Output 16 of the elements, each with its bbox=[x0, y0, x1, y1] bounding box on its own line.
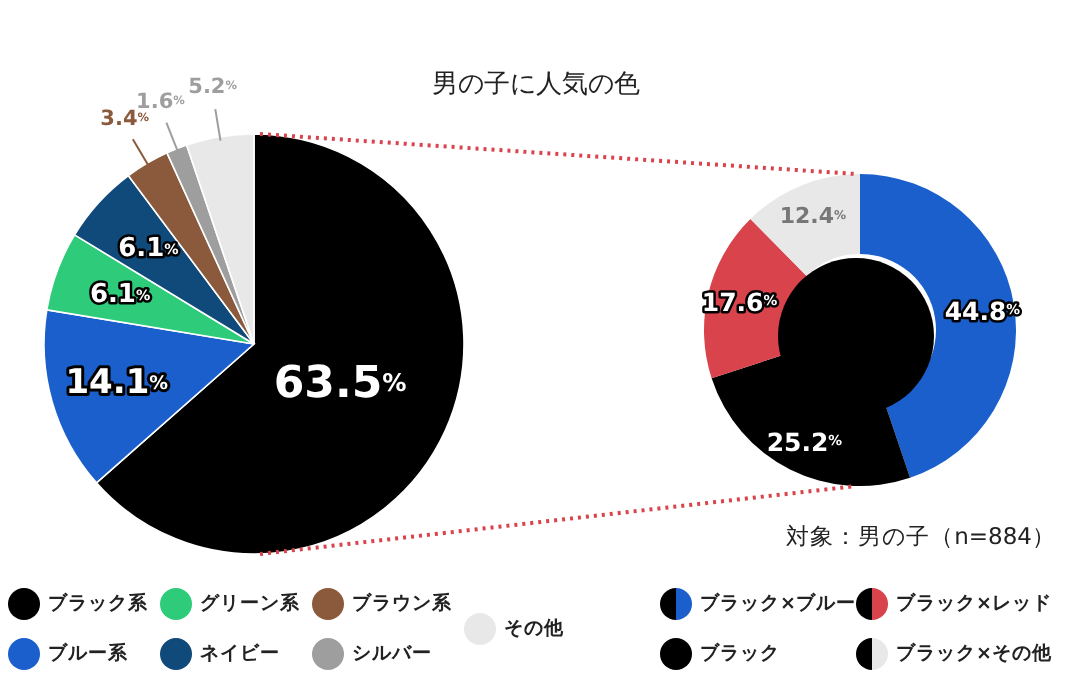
legend-label: その他 bbox=[504, 616, 566, 640]
legend-label: ブラック×その他 bbox=[896, 641, 1054, 665]
legend-label: ブラック×レッド bbox=[896, 591, 1052, 615]
legend-label: グリーン系 bbox=[200, 591, 302, 615]
chart-title: 男の子に人気の色 bbox=[432, 70, 640, 100]
text: 対象：男の子（n=884） bbox=[786, 522, 1056, 550]
data-label: 63.5% bbox=[273, 357, 407, 408]
legend-label: ブラック×ブルー bbox=[700, 591, 856, 615]
legend-label: ブラウン系 bbox=[352, 591, 454, 615]
donut-slice bbox=[750, 174, 860, 276]
legend-label: ネイビー bbox=[200, 641, 280, 665]
legend-label: ブラック系 bbox=[48, 591, 150, 615]
data-label: 14.1% bbox=[65, 363, 170, 404]
legend-label: ブルー系 bbox=[48, 641, 130, 665]
legend-label: シルバー bbox=[352, 643, 432, 665]
legend-label: ブラック bbox=[700, 641, 780, 665]
